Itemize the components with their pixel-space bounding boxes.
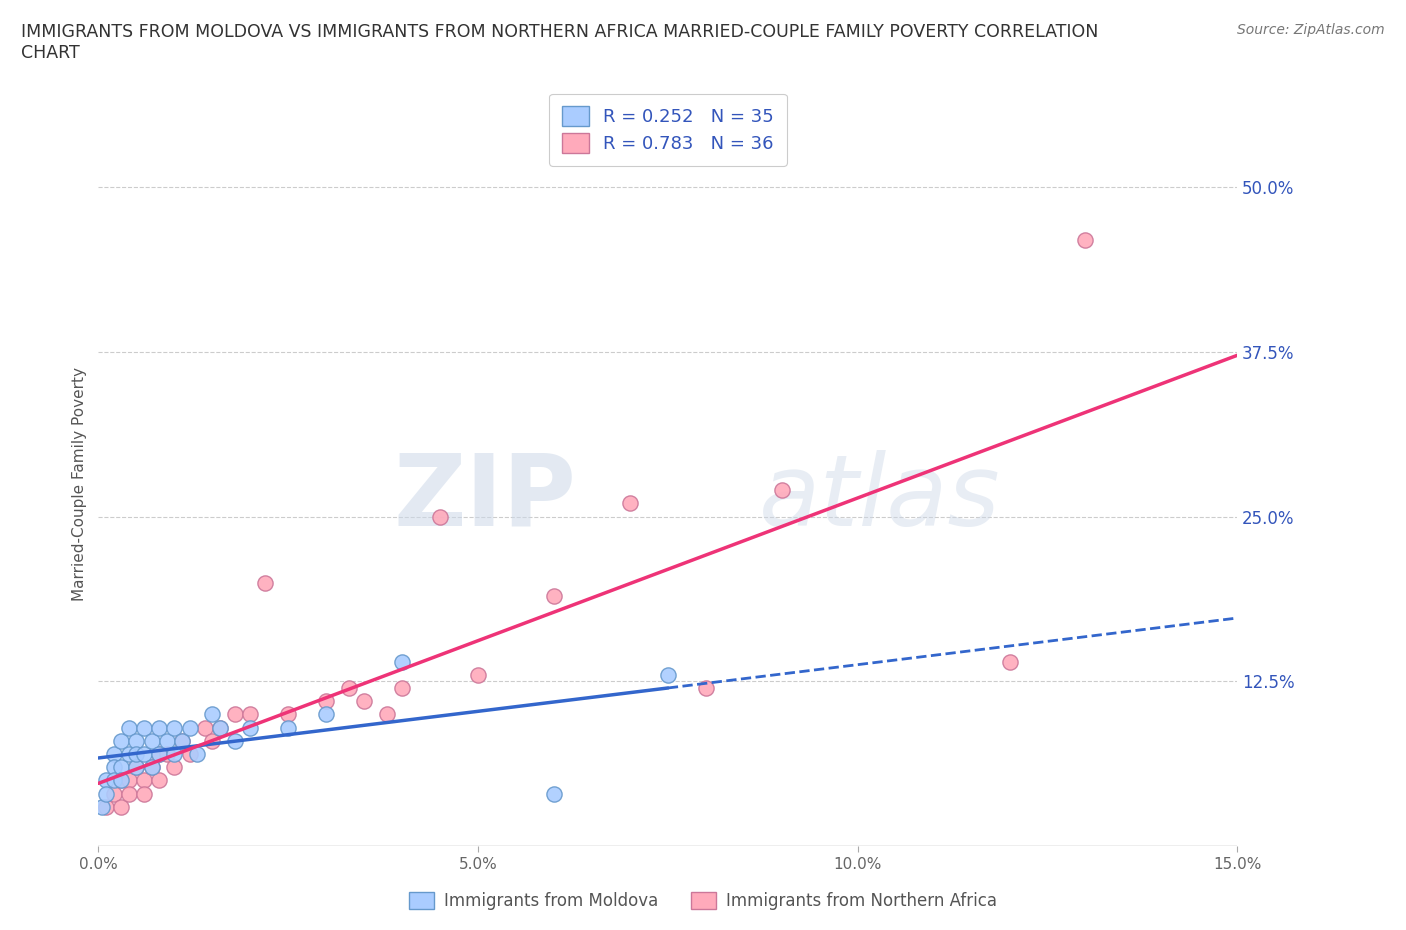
Point [103, 747, 125, 762]
Point [103, 773, 125, 788]
Point [170, 734, 193, 749]
Point [186, 747, 208, 762]
Point [224, 734, 246, 749]
Point [163, 760, 186, 775]
Point [118, 720, 141, 735]
Point [353, 694, 375, 709]
Point [375, 707, 398, 722]
Point [110, 799, 132, 814]
Point [277, 707, 299, 722]
Point [179, 747, 201, 762]
Point [429, 509, 451, 524]
Point [170, 734, 193, 749]
Point [163, 720, 186, 735]
Point [315, 694, 337, 709]
Point [132, 773, 155, 788]
Point [148, 720, 170, 735]
Point [998, 654, 1021, 669]
Text: IMMIGRANTS FROM MOLDOVA VS IMMIGRANTS FROM NORTHERN AFRICA MARRIED-COUPLE FAMILY: IMMIGRANTS FROM MOLDOVA VS IMMIGRANTS FR… [21, 23, 1098, 62]
Point [103, 786, 125, 801]
Point [125, 734, 148, 749]
Point [125, 760, 148, 775]
Point [543, 786, 565, 801]
Text: atlas: atlas [759, 449, 1001, 547]
Point [141, 760, 163, 775]
Point [695, 681, 717, 696]
Point [132, 720, 155, 735]
Legend: Immigrants from Moldova, Immigrants from Northern Africa: Immigrants from Moldova, Immigrants from… [402, 885, 1004, 917]
Point [141, 734, 163, 749]
Point [337, 681, 360, 696]
Point [239, 720, 262, 735]
Point [132, 786, 155, 801]
Point [148, 773, 170, 788]
Point [118, 773, 141, 788]
Y-axis label: Married-Couple Family Poverty: Married-Couple Family Poverty [72, 366, 87, 601]
Point [118, 747, 141, 762]
Point [156, 734, 179, 749]
Point [118, 786, 141, 801]
Point [94, 799, 117, 814]
Point [110, 760, 132, 775]
Point [201, 707, 224, 722]
Point [619, 496, 641, 511]
Point [208, 720, 231, 735]
Text: Source: ZipAtlas.com: Source: ZipAtlas.com [1237, 23, 1385, 37]
Point [156, 747, 179, 762]
Point [179, 720, 201, 735]
Point [391, 681, 413, 696]
Point [201, 734, 224, 749]
Point [132, 747, 155, 762]
Point [163, 747, 186, 762]
Point [543, 589, 565, 604]
Point [94, 773, 117, 788]
Point [103, 760, 125, 775]
Point [148, 747, 170, 762]
Point [208, 720, 231, 735]
Point [125, 760, 148, 775]
Text: ZIP: ZIP [394, 449, 576, 547]
Point [141, 760, 163, 775]
Point [125, 747, 148, 762]
Point [770, 483, 793, 498]
Point [110, 773, 132, 788]
Point [467, 668, 489, 683]
Point [94, 786, 117, 801]
Point [194, 720, 217, 735]
Point [1074, 232, 1097, 247]
Point [239, 707, 262, 722]
Legend: R = 0.252   N = 35, R = 0.783   N = 36: R = 0.252 N = 35, R = 0.783 N = 36 [550, 94, 786, 166]
Point [391, 654, 413, 669]
Point [657, 668, 679, 683]
Point [277, 720, 299, 735]
Point [110, 734, 132, 749]
Point [148, 747, 170, 762]
Point [110, 773, 132, 788]
Point [254, 575, 277, 590]
Point [91, 799, 114, 814]
Point [315, 707, 337, 722]
Point [224, 707, 246, 722]
